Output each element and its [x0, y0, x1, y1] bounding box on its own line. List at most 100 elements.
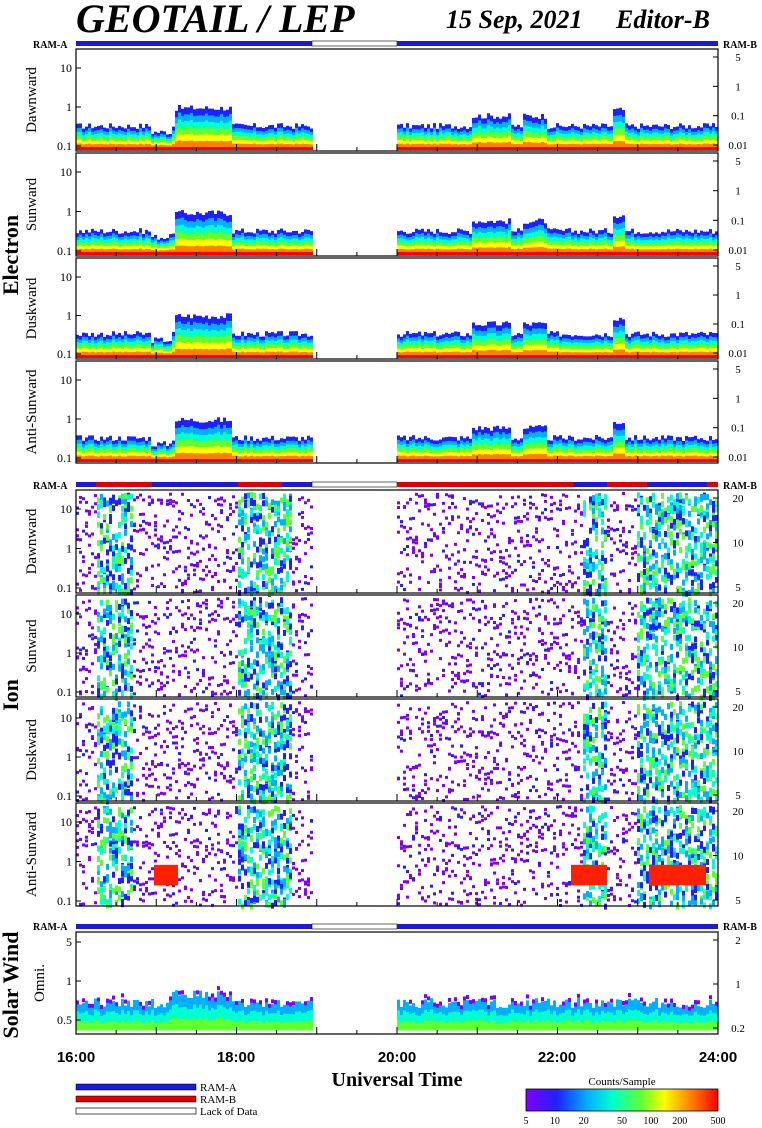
y-tick-label: 10 [60, 502, 72, 516]
panel-label: Anti-Sunward [24, 369, 40, 454]
y-tick-label: 10 [60, 270, 72, 284]
y-tick-label: 10 [60, 165, 72, 179]
panel-electron-dawnward: Dawnward 0.1 1 10 0.01 0.1 1 5 [24, 48, 748, 153]
x-tick-label-2400: 24:00 [699, 1049, 737, 1066]
legend-label-lack-of-data: Lack of Data [200, 1106, 258, 1118]
panel-electron-anti-sunward: Anti-Sunward 0.1 1 10 0.01 0.1 1 5 [24, 360, 748, 465]
y-tick-label: 0.1 [57, 581, 72, 595]
right-tick-label: 0.1 [731, 319, 745, 331]
y-tick-label: 1 [66, 542, 72, 556]
right-tick-label: 0.01 [728, 140, 747, 152]
right-tick-label: 1 [735, 186, 741, 198]
right-tick-label: 5 [735, 52, 741, 64]
panel-ion-duskward: Duskward 0.1 1 10 5 10 20 [24, 698, 745, 805]
figure-date: 15 Sep, 2021 [446, 5, 583, 34]
ram-b-label-ion: RAM-B [723, 481, 757, 492]
figure-editor: Editor-B [615, 5, 710, 34]
panel-ion-dawnward: Dawnward 0.1 1 10 5 10 20 [24, 489, 745, 597]
panel-label: Dawnward [24, 67, 40, 133]
y-tick-label: 0.1 [57, 894, 72, 908]
right-tick-label: 1 [735, 290, 741, 302]
right-tick-label: 5 [735, 582, 741, 594]
group-label-ion: Ion [0, 679, 23, 711]
panel-label: Duskward [24, 277, 40, 339]
legend-swatch-lack-of-data [75, 1107, 197, 1115]
colorbar-tick-label: 100 [643, 1116, 658, 1127]
legend-swatch-ram-a [75, 1083, 197, 1091]
right-tick-label: 0.1 [731, 215, 745, 227]
group-label-electron: Electron [0, 215, 23, 295]
ram-b-label-electron: RAM-B [723, 40, 757, 51]
right-tick-label: 10 [733, 642, 745, 654]
colorbar [525, 1088, 719, 1112]
y-tick-label: 1 [66, 974, 72, 988]
colorbar-tick-label: 20 [579, 1116, 589, 1127]
figure-title: GEOTAIL / LEP [76, 0, 355, 41]
colorbar-tick-label: 200 [672, 1116, 687, 1127]
y-tick-label: 1 [66, 100, 72, 114]
right-tick-label: 10 [733, 851, 745, 863]
panel-label: Sunward [24, 177, 40, 231]
right-tick-label: 0.01 [728, 245, 747, 257]
x-tick-label-2000: 20:00 [378, 1049, 416, 1066]
y-tick-label: 1 [66, 750, 72, 764]
colorbar-tick-label: 10 [550, 1116, 560, 1127]
panel-label: Omni. [32, 964, 48, 1002]
right-tick-label: 0.1 [731, 111, 745, 123]
legend-label-ram-b: RAM-B [200, 1094, 236, 1106]
y-tick-label: 10 [60, 61, 72, 75]
ram-a-label-solar-wind: RAM-A [33, 922, 68, 933]
spectrogram-panels: Dawnward 0.1 1 10 0.01 0.1 1 5 Sunward 0.1 1 10 0.01… [24, 48, 748, 1035]
y-tick-label: 0.1 [57, 244, 72, 258]
panel-label: Sunward [24, 619, 40, 673]
colorbar-tick-label: 500 [711, 1116, 726, 1127]
right-tick-label: 0.01 [728, 348, 747, 360]
right-tick-label: 0.01 [728, 452, 747, 464]
y-tick-label: 1 [66, 855, 72, 869]
right-tick-label: 5 [735, 156, 741, 168]
group-label-solar-wind: Solar Wind [0, 931, 23, 1038]
y-tick-label: 10 [60, 815, 72, 829]
right-tick-label: 20 [733, 806, 745, 818]
ram-bar-solar-wind [76, 923, 718, 930]
ram-bar-ion [76, 481, 718, 488]
y-tick-label: 1 [66, 412, 72, 426]
y-tick-label: 10 [60, 373, 72, 387]
y-tick-label: 1 [66, 309, 72, 323]
panel-label: Duskward [24, 719, 40, 781]
ram-a-label-ion: RAM-A [33, 481, 68, 492]
right-tick-label: 20 [733, 702, 745, 714]
panel-electron-duskward: Duskward 0.1 1 10 0.01 0.1 1 5 [24, 257, 748, 361]
right-tick-label: 5 [735, 686, 741, 698]
right-tick-label: 5 [735, 364, 741, 376]
y-tick-label: 0.1 [57, 139, 72, 153]
y-tick-label: 0.1 [57, 789, 72, 803]
colorbar-tick-label: 5 [524, 1116, 529, 1127]
y-tick-label: 1 [66, 205, 72, 219]
y-tick-label: 0.1 [57, 451, 72, 465]
right-tick-label: 20 [733, 493, 745, 505]
y-tick-label: 0.1 [57, 685, 72, 699]
right-tick-label: 0.2 [731, 1023, 745, 1035]
panel-solar-wind-omni-: Omni. 0.5 1 5 0.2 1 2 [32, 931, 745, 1035]
right-tick-label: 1 [735, 81, 741, 93]
right-tick-label: 0.1 [731, 423, 745, 435]
right-tick-label: 1 [735, 979, 741, 991]
right-tick-label: 10 [733, 538, 745, 550]
right-tick-label: 5 [735, 790, 741, 802]
y-tick-label: 0.5 [57, 1013, 72, 1027]
panel-label: Dawnward [24, 508, 40, 574]
legend-label-ram-a: RAM-A [200, 1082, 237, 1094]
colorbar-tick-label: 50 [617, 1116, 627, 1127]
x-tick-label-2200: 22:00 [538, 1049, 576, 1066]
ram-b-label-solar-wind: RAM-B [723, 922, 757, 933]
panel-electron-sunward: Sunward 0.1 1 10 0.01 0.1 1 5 [24, 152, 748, 258]
x-axis-label: Universal Time [332, 1069, 463, 1091]
right-tick-label: 2 [735, 935, 741, 947]
y-tick-label: 10 [60, 607, 72, 621]
colorbar-ticks: 5 10 20 50 100 200 500 [524, 1116, 726, 1127]
right-tick-label: 10 [733, 746, 745, 758]
right-tick-label: 1 [735, 393, 741, 405]
ram-bar-electron [76, 40, 718, 47]
